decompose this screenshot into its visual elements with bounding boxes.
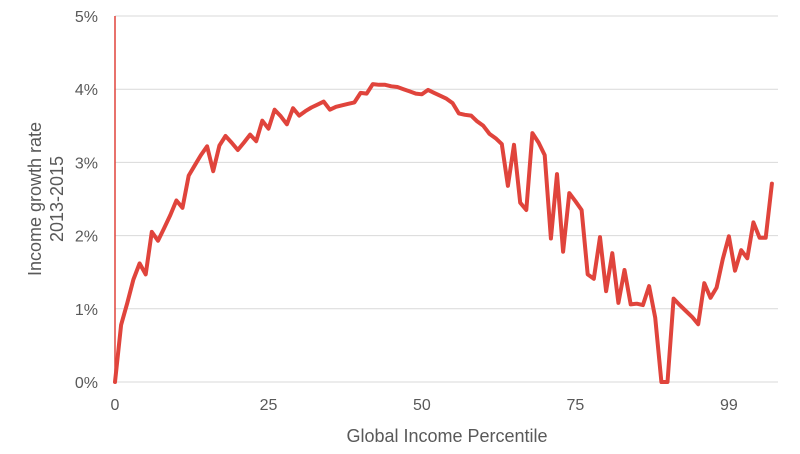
- gridlines: [115, 15, 778, 383]
- x-tick-label: 50: [413, 397, 431, 414]
- x-tick-label: 0: [111, 397, 120, 414]
- x-tick-label: 25: [260, 397, 278, 414]
- x-axis-label: Global Income Percentile: [346, 426, 547, 446]
- y-tick-label: 1%: [75, 302, 98, 319]
- y-axis-label-line-1: Income growth rate: [25, 122, 45, 276]
- series-group: [113, 82, 774, 384]
- y-tick-label: 0%: [75, 375, 98, 392]
- y-axis-ticks: 0% 1% 2% 3% 4% 5%: [75, 9, 98, 392]
- y-tick-label: 5%: [75, 9, 98, 26]
- x-tick-label: 99: [720, 397, 738, 414]
- x-axis-ticks: 0 25 50 75 99: [111, 397, 738, 414]
- y-axis-label-line-2: 2013-2015: [47, 156, 67, 242]
- y-tick-label: 2%: [75, 229, 98, 246]
- series-line-0: [113, 82, 774, 384]
- y-tick-label: 3%: [75, 155, 98, 172]
- y-tick-label: 4%: [75, 82, 98, 99]
- x-tick-label: 75: [567, 397, 585, 414]
